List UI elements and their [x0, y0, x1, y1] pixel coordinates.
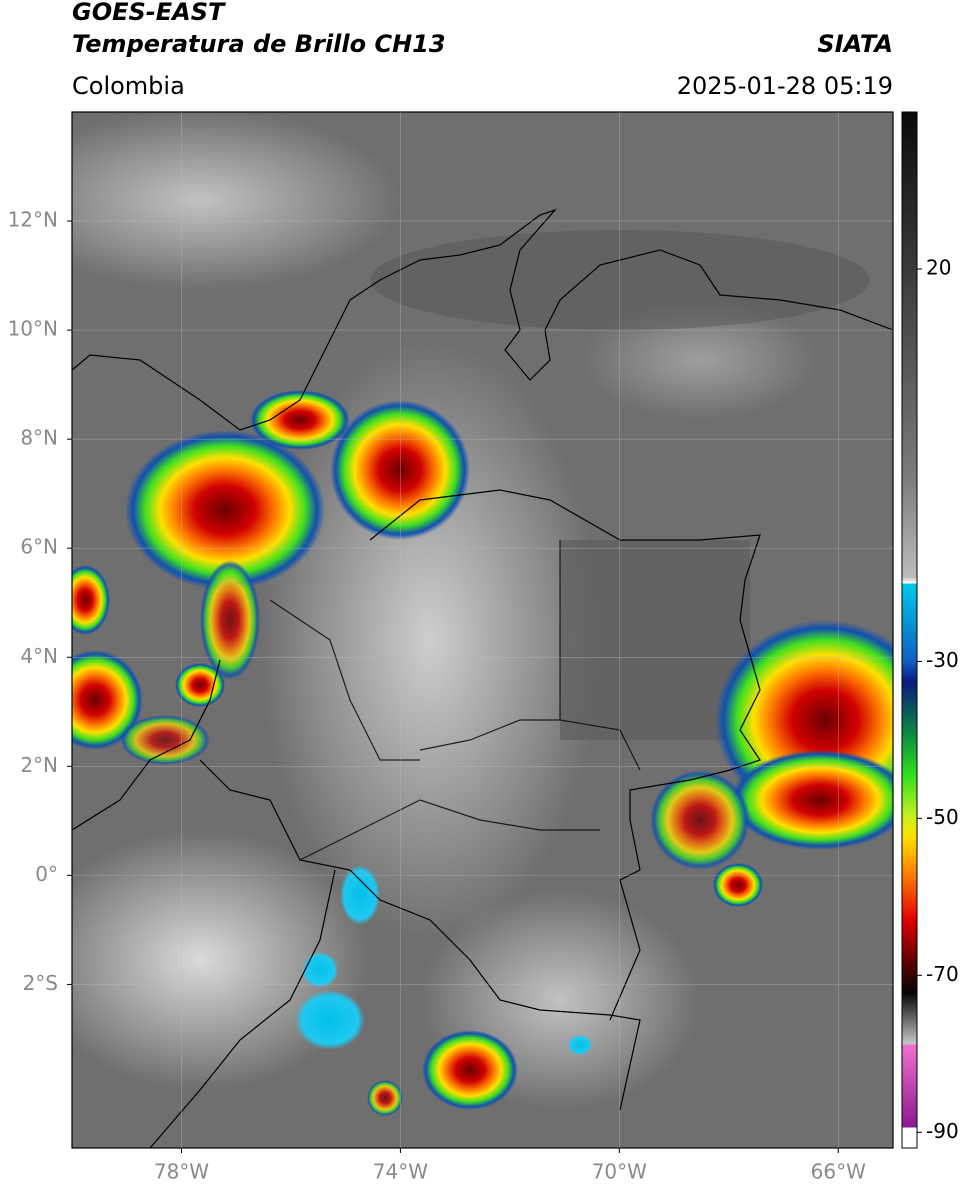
- satellite-image: [72, 112, 893, 1148]
- y-tick-label: 6°N: [20, 535, 58, 559]
- colorbar-tick-label: -70: [926, 962, 959, 986]
- colorbar-tick-label: -50: [926, 805, 959, 829]
- subtitle: Temperatura de Brillo CH13: [72, 30, 446, 58]
- colorbar-tick-label: -30: [926, 648, 959, 672]
- y-tick-label: 2°S: [23, 971, 58, 995]
- country-border: [369, 489, 761, 1021]
- country-border: [199, 759, 641, 1111]
- title: GOES-EAST: [72, 0, 226, 26]
- x-tick-label: 66°W: [811, 1160, 866, 1184]
- x-tick-label: 78°W: [154, 1160, 209, 1184]
- y-tick-label: 4°N: [20, 644, 58, 668]
- y-tick-label: 2°N: [20, 753, 58, 777]
- coastline: [72, 659, 221, 831]
- x-tick-label: 74°W: [373, 1160, 428, 1184]
- dept-border: [269, 540, 641, 861]
- y-tick-label: 8°N: [20, 426, 58, 450]
- y-tick-label: 10°N: [8, 317, 58, 341]
- region: Colombia: [72, 72, 185, 100]
- colorbar-tick-label: -90: [926, 1119, 959, 1143]
- x-tick-label: 70°W: [592, 1160, 647, 1184]
- coastline: [149, 869, 336, 1148]
- y-tick-label: 0°: [35, 862, 58, 886]
- map-frame: [71, 111, 894, 1149]
- datetime: 2025-01-28 05:19: [677, 72, 893, 100]
- coastline: [72, 208, 893, 431]
- source: SIATA: [817, 30, 893, 58]
- colorbar-tick-label: 20: [926, 255, 951, 279]
- y-tick-label: 12°N: [8, 208, 58, 232]
- colorbar: [901, 111, 918, 1149]
